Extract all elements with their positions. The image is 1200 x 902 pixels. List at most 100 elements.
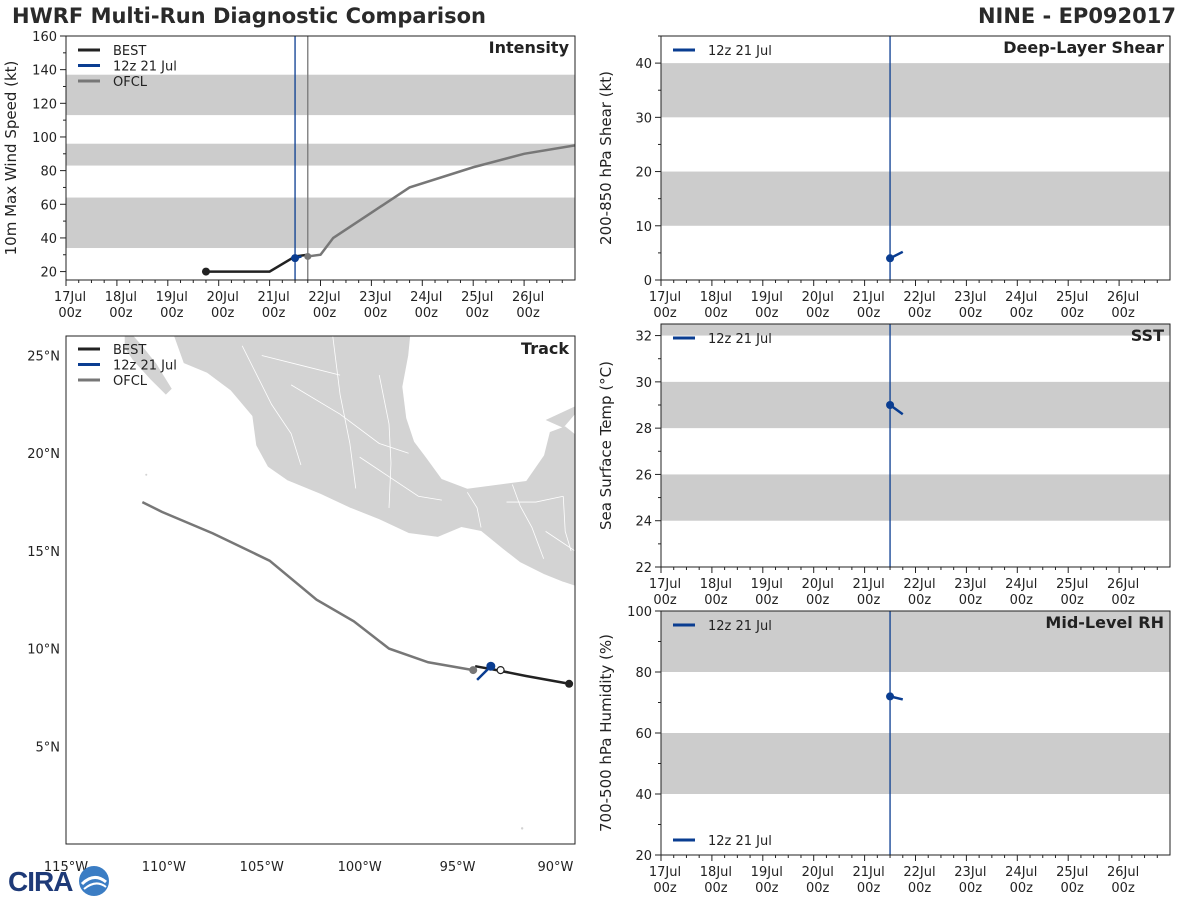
x-tick-hour: 00z (1111, 593, 1135, 608)
y-tick-label: 30 (635, 111, 652, 126)
track-line-best (474, 664, 570, 686)
shaded-band (661, 474, 1170, 521)
state-border (359, 456, 442, 501)
lon-tick-label: 105°W (240, 860, 284, 875)
x-tick-date: 17Jul (649, 865, 681, 880)
y-axis-title: 200-850 hPa Shear (kt) (597, 71, 615, 245)
lon-tick-label: 90°W (537, 860, 573, 875)
x-tick-hour: 00z (160, 306, 184, 321)
x-tick-date: 17Jul (54, 290, 86, 305)
x-tick-date: 25Jul (461, 290, 493, 305)
x-tick-date: 26Jul (1107, 577, 1139, 592)
shaded-band (661, 733, 1170, 794)
x-tick-date: 22Jul (903, 577, 935, 592)
y-axis-title: 700-500 hPa Humidity (%) (597, 634, 615, 832)
lat-tick-label: 15°N (27, 545, 60, 560)
x-tick-date: 22Jul (308, 290, 340, 305)
y-tick-label: 20 (635, 166, 652, 181)
state-border (511, 484, 545, 559)
x-tick-hour: 00z (908, 306, 932, 321)
x-tick-date: 26Jul (1107, 865, 1139, 880)
x-tick-hour: 00z (1111, 881, 1135, 896)
x-tick-hour: 00z (653, 306, 677, 321)
y-tick-label: 0 (644, 274, 652, 289)
x-tick-hour: 00z (755, 306, 779, 321)
legend-label: BEST (113, 44, 146, 59)
x-tick-hour: 00z (1061, 306, 1085, 321)
state-border (332, 336, 357, 489)
x-tick-hour: 00z (1061, 593, 1085, 608)
y-tick-label: 40 (635, 788, 652, 803)
mexico-land (173, 336, 575, 587)
cira-logo: CIRA (6, 864, 116, 902)
x-tick-date: 18Jul (700, 290, 732, 305)
state-border (290, 384, 409, 454)
island (145, 473, 148, 476)
x-tick-date: 21Jul (852, 865, 884, 880)
x-tick-hour: 00z (516, 306, 540, 321)
shear-panel: 01020304017Jul00z18Jul00z19Jul00z20Jul00… (597, 35, 1171, 321)
y-tick-label: 100 (627, 605, 652, 620)
x-tick-hour: 00z (806, 881, 830, 896)
series-point (886, 692, 895, 701)
lat-tick-label: 10°N (27, 643, 60, 658)
storm-id-label: NINE - EP092017 (977, 4, 1176, 28)
best-current-point (496, 666, 505, 675)
x-tick-hour: 00z (755, 593, 779, 608)
lat-tick-label: 25°N (27, 350, 60, 365)
y-tick-label: 40 (635, 57, 652, 72)
sst-panel: 22242628303217Jul00z18Jul00z19Jul00z20Ju… (597, 323, 1171, 608)
state-border (378, 374, 392, 508)
y-tick-label: 24 (635, 515, 652, 530)
y-tick-label: 26 (635, 468, 652, 483)
x-tick-hour: 00z (1010, 881, 1034, 896)
x-tick-date: 24Jul (1005, 577, 1037, 592)
x-tick-hour: 00z (959, 881, 983, 896)
x-tick-hour: 00z (806, 306, 830, 321)
y-tick-label: 22 (635, 561, 652, 576)
x-tick-hour: 00z (415, 306, 439, 321)
x-tick-date: 19Jul (751, 290, 783, 305)
x-tick-date: 19Jul (751, 865, 783, 880)
x-tick-date: 18Jul (700, 577, 732, 592)
y-tick-label: 100 (32, 131, 57, 146)
x-tick-date: 17Jul (649, 290, 681, 305)
x-tick-hour: 00z (653, 881, 677, 896)
y-tick-label: 120 (32, 97, 57, 112)
series-line-ofcl (307, 144, 576, 258)
y-tick-label: 30 (635, 376, 652, 391)
shaded-band (661, 171, 1170, 226)
x-tick-hour: 00z (755, 881, 779, 896)
x-tick-date: 22Jul (903, 290, 935, 305)
legend-label: 12z 21 Jul (113, 359, 177, 374)
x-tick-hour: 00z (806, 593, 830, 608)
track-line-ofcl (141, 500, 474, 672)
run-track-point (486, 661, 496, 671)
panel-title: Track (521, 339, 569, 358)
x-tick-date: 19Jul (156, 290, 188, 305)
legend-label: BEST (113, 343, 146, 358)
y-tick-label: 20 (40, 266, 57, 281)
state-border (261, 355, 341, 376)
state-border (506, 495, 564, 503)
series-point (201, 267, 210, 276)
x-tick-date: 23Jul (954, 577, 986, 592)
x-tick-hour: 00z (857, 306, 881, 321)
x-tick-date: 20Jul (802, 865, 834, 880)
x-tick-date: 17Jul (649, 577, 681, 592)
lon-tick-label: 95°W (440, 860, 476, 875)
legend-label: 12z 21 Jul (708, 44, 772, 59)
shaded-band (66, 143, 575, 166)
plot-frame (660, 323, 1171, 568)
lon-tick-label: 115°W (44, 860, 88, 875)
state-border (562, 496, 572, 552)
legend-label: 12z 21 Jul (708, 332, 772, 347)
legend-label: 12z 21 Jul (708, 834, 772, 849)
state-border (241, 345, 302, 466)
x-tick-hour: 00z (857, 881, 881, 896)
x-tick-hour: 00z (211, 306, 235, 321)
ofcl-track-point (469, 666, 478, 675)
x-tick-date: 20Jul (207, 290, 239, 305)
baja-land (124, 336, 172, 395)
x-tick-hour: 00z (1010, 593, 1034, 608)
